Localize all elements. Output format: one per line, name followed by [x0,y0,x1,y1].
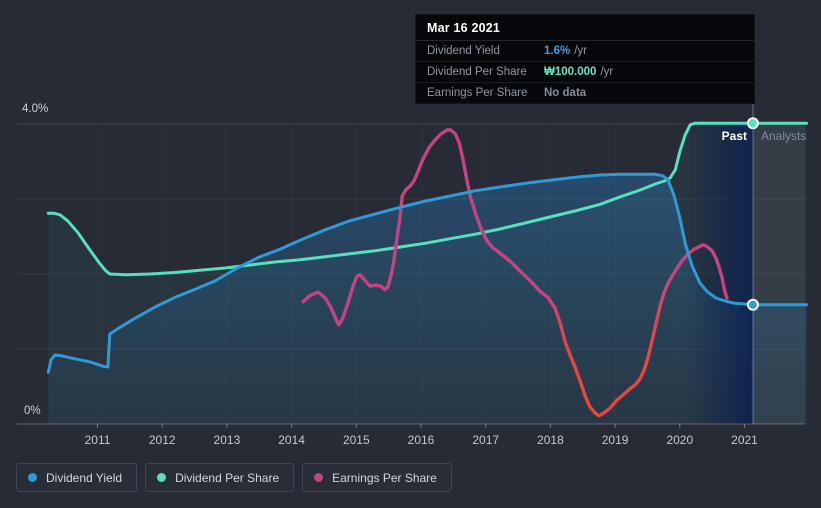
tooltip-row-value: No data [544,87,587,99]
legend-item-dividend-yield[interactable]: Dividend Yield [16,463,138,492]
series-marker [746,298,759,311]
axis-label: 2021 [731,433,758,447]
past-region-label: Past [721,129,747,143]
earnings-per-share-line [301,128,729,418]
axis-label: 4.0% [22,103,48,115]
series-marker [746,117,759,130]
axis-label: 2018 [537,433,564,447]
legend-item-label: Dividend Yield [46,470,123,485]
axis-label: 2013 [214,433,241,447]
legend-item-earnings-per-share[interactable]: Earnings Per Share [302,463,452,492]
tooltip-row-label: Earnings Per Share [427,87,528,99]
legend-dot-icon [314,473,324,482]
axis-label: 2012 [149,433,176,447]
tooltip-row-label: Dividend Per Share [427,66,527,78]
legend-dot-icon [157,473,167,482]
analysts-region-label: Analysts [761,129,807,143]
legend-dot-icon [28,473,37,482]
tooltip-row-unit: /yr [600,66,614,78]
tooltip-row-label: Dividend Yield [427,45,500,57]
chart-legend: Dividend Yield Dividend Per Share Earnings… [16,463,452,492]
tooltip-row-value: 1.6% [544,45,571,57]
legend-item-label: Earnings Per Share [332,470,437,485]
dividend-per-share-line [46,121,809,277]
axis-label: 0% [24,405,41,417]
dividend-yield-area [48,174,807,424]
tooltip-row: Dividend Yield 1.6% /yr [416,41,754,62]
date-tooltip: Mar 16 2021 Dividend Yield 1.6% /yr Divi… [415,14,755,104]
axis-label: 2020 [666,433,693,447]
tooltip-row-value: ₩100.000 [544,66,597,78]
axis-label: 2011 [85,433,111,447]
legend-item-label: Dividend Per Share [175,470,280,485]
dividend-yield-line [46,172,809,374]
legend-item-dividend-per-share[interactable]: Dividend Per Share [145,463,295,492]
axis-label: 2014 [278,433,305,447]
axis-label: 2016 [408,433,435,447]
axis-label: 2017 [472,433,499,447]
axis-label: 2015 [343,433,370,447]
tooltip-date: Mar 16 2021 [416,15,754,41]
tooltip-row-unit: /yr [574,45,587,57]
tooltip-row: Dividend Per Share ₩100.000 /yr [416,62,754,83]
axis-label: 2019 [602,433,629,447]
tooltip-row: Earnings Per Share No data [416,83,754,103]
